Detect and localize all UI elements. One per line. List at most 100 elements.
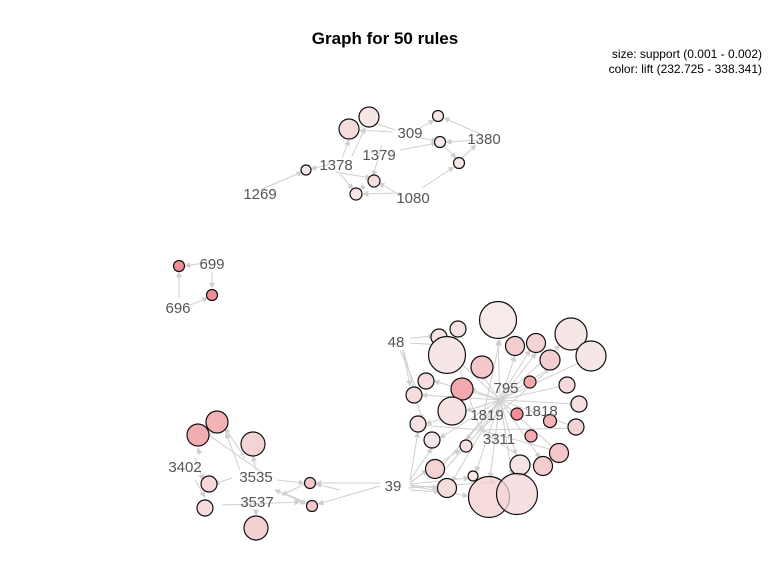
graph-edge <box>443 117 481 135</box>
graph-edge <box>419 422 481 431</box>
item-label: 696 <box>165 300 190 317</box>
rule-node <box>548 442 570 464</box>
graph-edge <box>451 399 501 483</box>
graph-edge <box>499 399 557 451</box>
rule-node <box>436 477 458 499</box>
item-label: 309 <box>397 125 422 142</box>
rule-node <box>427 335 467 375</box>
graph-edge <box>224 427 246 459</box>
rule-node <box>205 410 229 434</box>
item-label: 1380 <box>467 131 500 148</box>
rule-node <box>525 332 547 354</box>
graph-edge <box>281 483 306 496</box>
graph-edge <box>495 339 502 401</box>
graph-edge <box>461 144 477 159</box>
rule-node <box>303 476 317 490</box>
graph-edge <box>317 485 381 506</box>
rule-node <box>532 455 554 477</box>
graph-edge <box>443 145 457 159</box>
rule-node <box>478 300 518 340</box>
item-label: 1379 <box>362 147 395 164</box>
rule-node <box>567 418 585 436</box>
graph-edge <box>481 374 501 401</box>
rule-node <box>431 109 445 123</box>
graph-edge <box>409 431 421 481</box>
rule-node <box>452 156 466 170</box>
rule-node <box>200 475 218 493</box>
rule-node <box>470 355 494 379</box>
graph-edge <box>274 489 309 504</box>
rule-node <box>542 413 558 429</box>
rule-node <box>240 431 266 457</box>
graph-edge <box>409 333 435 340</box>
legend-size: size: support (0.001 - 0.002) <box>611 47 762 61</box>
label-layer: 309 1380 1378 1379 1269 1080 699 696 48 795 1819 18… <box>165 125 557 511</box>
rule-node <box>459 439 473 453</box>
rule-node <box>305 499 319 513</box>
graph-edge <box>310 163 331 171</box>
graph-edge <box>499 399 518 456</box>
graph-edge <box>403 351 424 421</box>
rule-node <box>504 335 526 357</box>
graph-edge <box>409 447 433 481</box>
rule-node <box>449 320 467 338</box>
rule-node <box>186 423 210 447</box>
rule-node <box>196 499 214 517</box>
graph-edge <box>339 173 354 190</box>
graph-edge <box>499 399 576 428</box>
graph-edge <box>371 144 383 177</box>
item-label: 39 <box>385 478 402 495</box>
graph-edge <box>445 138 481 145</box>
rule-node <box>510 407 524 421</box>
item-label: 3537 <box>240 494 273 511</box>
graph-edge <box>439 399 501 439</box>
graph-edge <box>499 399 576 407</box>
graph-edge <box>419 119 435 129</box>
rule-node <box>172 259 186 273</box>
node-layer <box>172 106 607 541</box>
graph-edge <box>205 432 271 479</box>
item-label: 1819 <box>470 407 503 424</box>
graph-edge <box>402 349 412 387</box>
rule-node <box>358 106 380 128</box>
rule-node <box>495 472 539 516</box>
item-label: 3535 <box>239 469 272 486</box>
rule-node <box>558 376 576 394</box>
rule-node <box>575 340 607 372</box>
graph-edge <box>479 339 502 431</box>
graph-edge <box>359 127 393 134</box>
graph-edge <box>479 425 581 432</box>
rule-node <box>409 415 427 433</box>
rule-node <box>243 515 269 541</box>
graph-edge <box>399 141 438 151</box>
graph-edge <box>499 355 517 401</box>
rule-node <box>467 470 479 482</box>
rule-node <box>423 431 441 449</box>
rule-node <box>450 377 474 401</box>
legend-color: color: lift (232.725 - 338.341) <box>608 62 762 76</box>
rule-node <box>338 118 360 140</box>
graph-edge <box>362 190 401 197</box>
rule-node <box>417 372 435 390</box>
item-label: 1378 <box>319 157 352 174</box>
item-label: 699 <box>199 256 224 273</box>
rule-node <box>437 396 467 426</box>
item-label: 795 <box>493 380 518 397</box>
graph-edge <box>194 479 206 498</box>
rule-node <box>539 349 561 371</box>
graph-edge <box>276 479 305 486</box>
graph-edge <box>409 488 441 495</box>
rule-node <box>509 454 531 476</box>
graph-edge <box>259 171 303 191</box>
item-label: 48 <box>388 334 405 351</box>
chart-title: Graph for 50 rules <box>311 29 459 48</box>
graph-edge <box>341 139 350 159</box>
item-label: 1269 <box>243 186 276 203</box>
graph-edge <box>421 166 455 189</box>
item-label: 1818 <box>524 403 557 420</box>
rule-node <box>523 375 537 389</box>
graph-edge <box>334 171 372 181</box>
graph-edge <box>474 399 501 473</box>
graph-edge <box>315 482 341 491</box>
